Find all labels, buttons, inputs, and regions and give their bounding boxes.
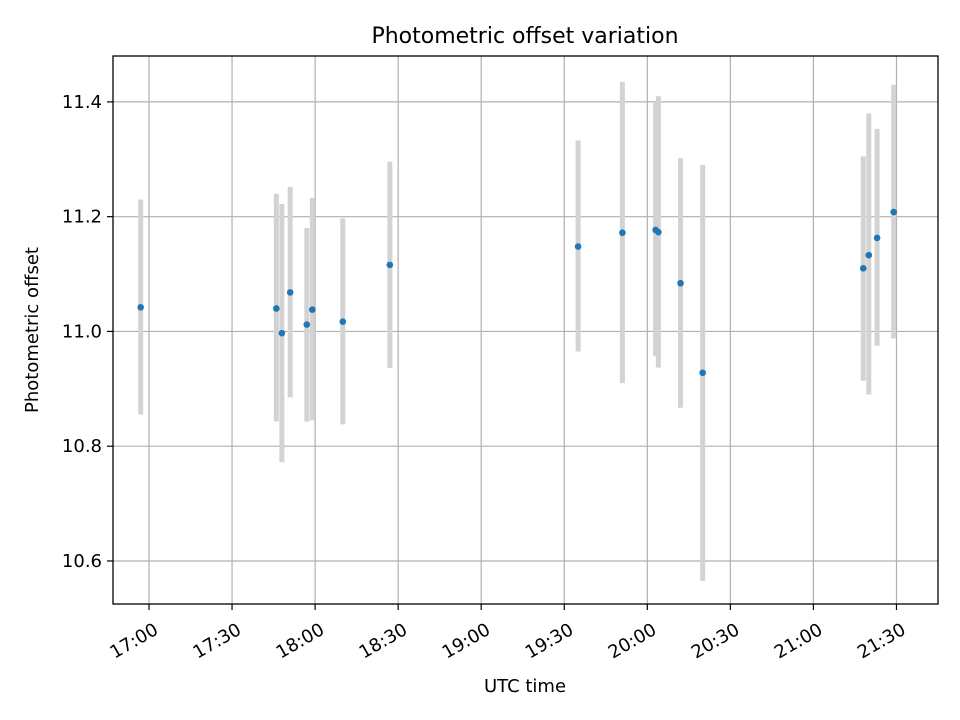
x-tick-label: 17:30 <box>190 619 245 663</box>
data-point <box>386 261 394 269</box>
data-point <box>873 234 881 242</box>
data-point <box>278 329 286 337</box>
data-point <box>677 279 684 287</box>
x-tick-label: 19:30 <box>522 619 577 663</box>
data-point <box>619 229 626 237</box>
x-tick-label: 19:00 <box>439 619 494 663</box>
y-tick-label: 10.6 <box>62 551 102 572</box>
y-axis-label: Photometric offset <box>22 247 43 413</box>
data-point <box>574 243 582 250</box>
data-point <box>273 305 280 312</box>
x-tick-label: 20:30 <box>688 619 743 663</box>
data-point <box>303 321 311 328</box>
data-point <box>655 228 662 236</box>
data-point <box>890 208 898 216</box>
x-tick-label: 21:00 <box>771 619 826 663</box>
x-axis-label: UTC time <box>484 676 566 697</box>
x-tick-label: 18:30 <box>356 619 411 663</box>
data-point <box>859 265 867 272</box>
data-point <box>137 304 144 311</box>
data-point <box>309 306 316 313</box>
chart-title: Photometric offset variation <box>371 24 678 49</box>
y-tick-label: 11.0 <box>62 321 102 342</box>
x-tick-label: 21:30 <box>854 619 909 663</box>
x-tick-label: 18:00 <box>273 619 328 663</box>
x-tick-label: 20:00 <box>605 619 660 663</box>
y-tick-label: 10.8 <box>62 436 102 457</box>
data-point <box>699 369 706 377</box>
x-tick-label: 17:00 <box>106 619 161 663</box>
grid-layer <box>113 56 938 604</box>
y-tick-label: 11.4 <box>62 92 102 113</box>
data-point <box>339 318 347 325</box>
tick-layer: 17:00 17:30 18:00 18:30 19:00 19:30 20:00 20:30… <box>62 92 909 663</box>
data-point <box>286 289 294 296</box>
point-layer <box>137 208 898 377</box>
y-tick-label: 11.2 <box>62 207 102 228</box>
data-point <box>865 251 873 259</box>
plot-frame <box>112 55 939 605</box>
